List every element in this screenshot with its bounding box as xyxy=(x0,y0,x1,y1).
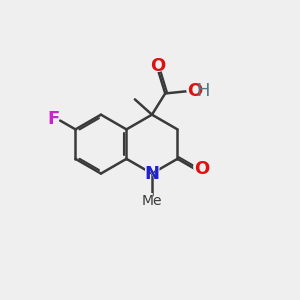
Text: O: O xyxy=(187,82,202,100)
Text: O: O xyxy=(148,56,167,76)
Text: O: O xyxy=(192,159,212,179)
Text: H: H xyxy=(195,80,212,100)
Text: Me: Me xyxy=(139,192,165,210)
Text: O: O xyxy=(150,57,165,75)
Text: N: N xyxy=(143,164,161,184)
Text: N: N xyxy=(144,165,159,183)
Text: Me: Me xyxy=(142,194,162,208)
Text: F: F xyxy=(47,110,60,128)
Text: F: F xyxy=(46,110,61,129)
Text: O: O xyxy=(185,80,204,100)
Text: H: H xyxy=(197,82,210,100)
Text: O: O xyxy=(194,160,209,178)
